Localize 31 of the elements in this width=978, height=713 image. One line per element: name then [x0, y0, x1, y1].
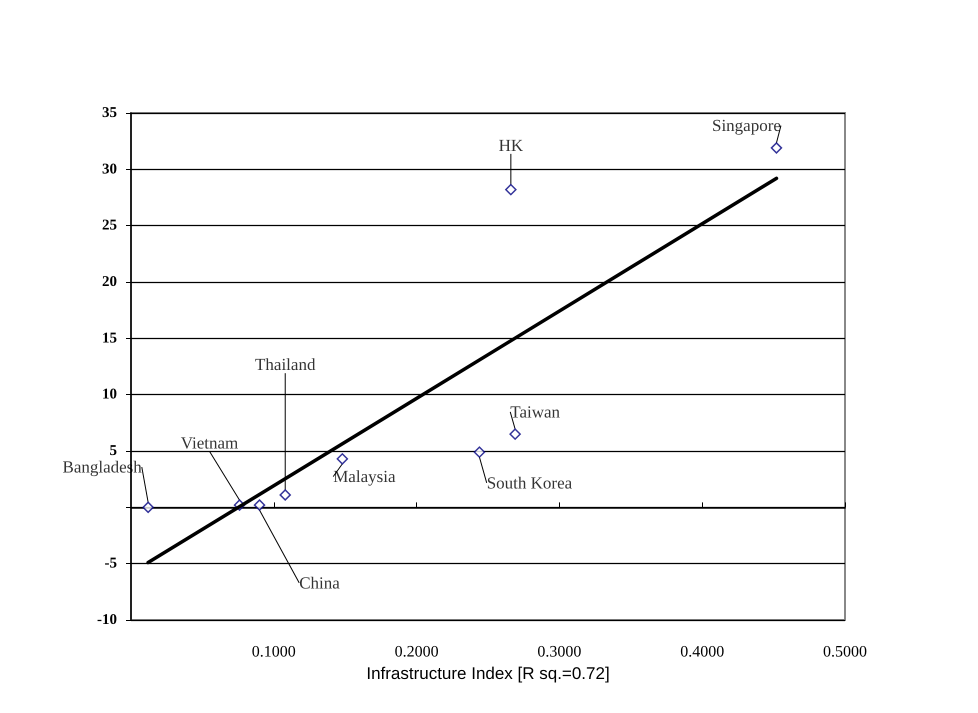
data-label: Singapore — [712, 116, 781, 136]
point — [336, 453, 348, 465]
point — [254, 499, 266, 511]
point — [509, 428, 521, 440]
point — [279, 489, 291, 501]
y-tick-label: 25 — [102, 218, 117, 234]
point — [505, 184, 517, 196]
x-tick-label: 0.2000 — [394, 644, 439, 660]
x-tick-label: 0.4000 — [680, 644, 724, 660]
point — [474, 446, 486, 458]
y-tick-label: 15 — [102, 330, 117, 346]
y-tick-label: 20 — [102, 274, 117, 290]
x-tick-label: 0.1000 — [252, 644, 296, 660]
data-label: Thailand — [255, 355, 316, 374]
point — [770, 142, 782, 154]
x-tick-label: 0.5000 — [823, 644, 867, 660]
x-axis-title: Infrastructure Index [R sq.=0.72] — [366, 664, 610, 683]
y-tick-label: 10 — [102, 386, 117, 403]
y-tick-label: -5 — [104, 556, 117, 572]
data-label: Taiwan — [510, 402, 561, 422]
y-tick-label: 35 — [102, 105, 117, 121]
point — [142, 502, 154, 514]
data-label: HK — [498, 136, 524, 155]
data-label: Vietnam — [180, 433, 238, 452]
data-label: Malaysia — [333, 467, 396, 486]
x-tick-label: 0.3000 — [537, 644, 582, 660]
y-tick-label: -10 — [97, 612, 117, 628]
y-tick-label: 30 — [102, 161, 117, 178]
data-label: China — [299, 573, 340, 592]
data-label: South Korea — [486, 473, 573, 492]
y-tick-label: 5 — [110, 443, 117, 459]
